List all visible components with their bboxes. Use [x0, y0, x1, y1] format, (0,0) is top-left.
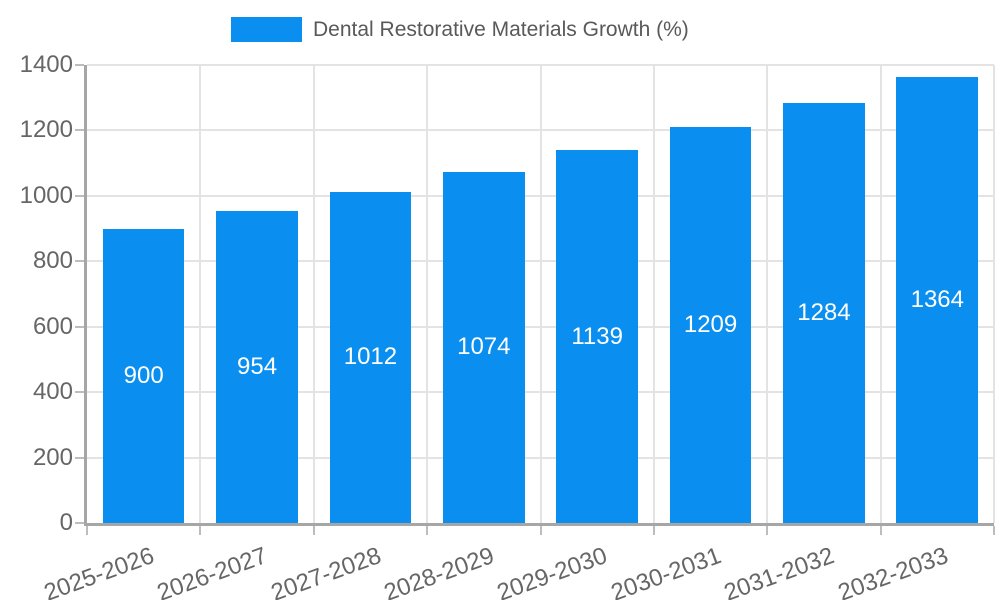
v-gridline — [993, 65, 995, 523]
x-tick-mark — [86, 526, 88, 535]
y-tick-label: 200 — [32, 443, 73, 471]
y-tick-label: 0 — [59, 509, 73, 536]
x-tick-label: 2030-2031 — [607, 542, 725, 600]
bar-value-label: 1012 — [343, 343, 398, 371]
v-gridline — [879, 65, 882, 523]
y-tick-label: 1000 — [19, 181, 73, 209]
bar-value-label: 1209 — [683, 311, 738, 339]
x-tick-label: 2029-2030 — [493, 542, 612, 600]
v-gridline — [426, 65, 429, 523]
bar-value-label: 1074 — [457, 333, 511, 361]
v-gridline — [766, 65, 769, 523]
bar[interactable]: 1139 — [556, 150, 638, 523]
bar-value-label: 900 — [123, 361, 164, 389]
x-tick-label: 2026-2027 — [153, 542, 271, 600]
bar-value-label: 1284 — [797, 298, 851, 326]
y-tick-label: 600 — [32, 312, 73, 340]
bar[interactable]: 1209 — [669, 127, 752, 523]
x-tick-label: 2032-2033 — [834, 542, 952, 600]
y-tick-label: 1400 — [19, 51, 73, 78]
bar[interactable]: 954 — [216, 210, 298, 523]
y-tick-mark — [75, 260, 84, 263]
y-tick-mark — [75, 64, 84, 66]
y-tick-label: 1200 — [19, 116, 73, 144]
bar[interactable]: 1012 — [329, 191, 412, 523]
bar[interactable]: 1284 — [783, 102, 865, 523]
y-tick-mark — [75, 129, 84, 132]
x-axis-line — [84, 523, 994, 526]
y-axis-line — [84, 65, 87, 526]
y-tick-mark — [75, 194, 84, 197]
x-tick-mark — [766, 526, 769, 535]
bar[interactable]: 1364 — [896, 76, 979, 523]
legend-label: Dental Restorative Materials Growth (%) — [313, 17, 689, 41]
y-tick-mark — [75, 456, 84, 459]
legend-swatch — [231, 17, 302, 42]
bar-value-label: 1139 — [571, 322, 623, 350]
bar[interactable]: 1074 — [442, 171, 525, 523]
v-gridline — [312, 65, 315, 523]
v-gridline — [539, 65, 542, 523]
x-tick-label: 2031-2032 — [720, 542, 838, 600]
v-gridline — [199, 65, 202, 523]
x-tick-mark — [312, 526, 315, 535]
x-tick-label: 2028-2029 — [380, 542, 498, 600]
x-tick-mark — [199, 526, 202, 535]
y-tick-mark — [75, 522, 84, 524]
x-tick-mark — [539, 526, 542, 535]
y-tick-label: 400 — [32, 378, 73, 406]
x-tick-mark — [879, 526, 882, 535]
plot-area: 0 200 400 600 800 1000 1200 1400 900 954 1012 1074 1… — [20, 52, 995, 600]
bar[interactable]: 900 — [102, 228, 185, 523]
y-tick-mark — [75, 391, 84, 394]
x-tick-mark — [652, 526, 655, 535]
y-tick-mark — [75, 325, 84, 328]
legend-item[interactable]: Dental Restorative Materials Growth (%) — [231, 17, 689, 42]
bar-value-label: 954 — [237, 352, 278, 380]
x-tick-mark — [993, 526, 995, 535]
y-tick-label: 800 — [32, 247, 73, 275]
x-tick-label: 2027-2028 — [267, 542, 385, 600]
bar-value-label: 1364 — [910, 285, 964, 313]
v-gridline — [652, 65, 655, 523]
x-tick-mark — [426, 526, 429, 535]
x-tick-label: 2025-2026 — [40, 542, 158, 600]
